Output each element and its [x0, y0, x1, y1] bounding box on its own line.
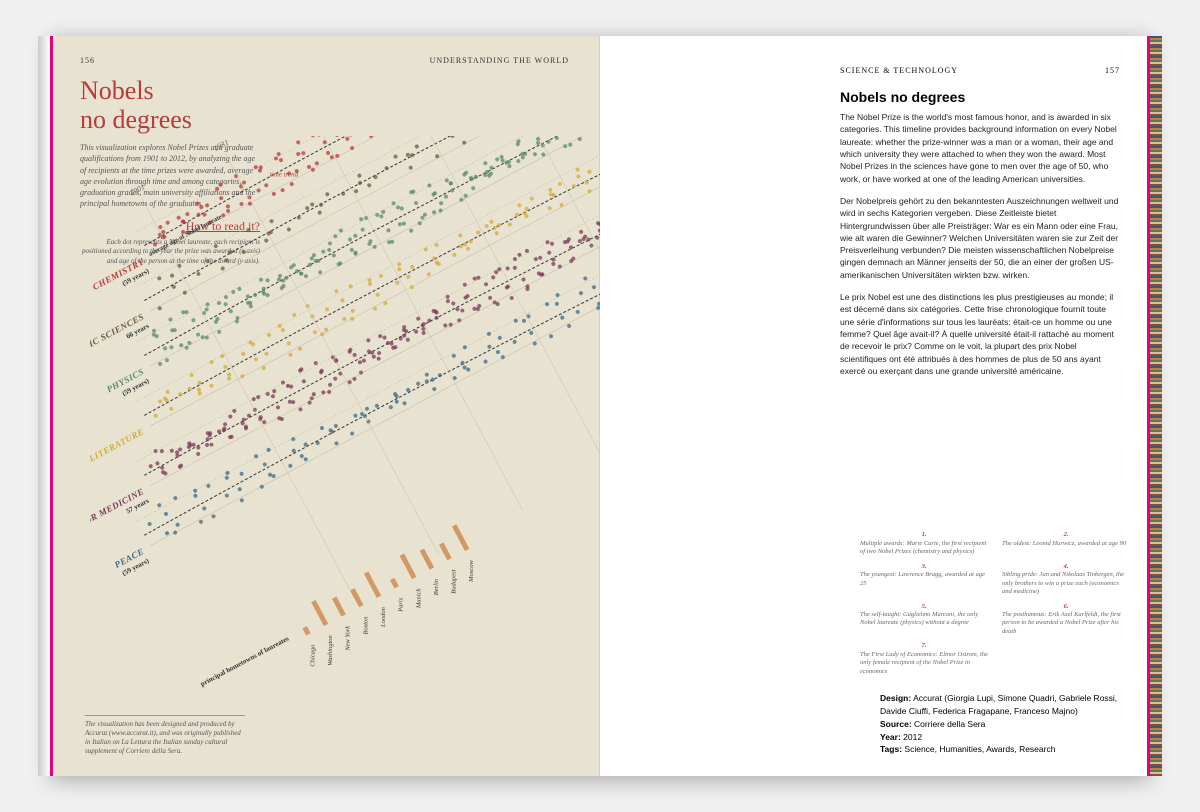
- svg-text:Paris: Paris: [398, 597, 405, 613]
- svg-text:Budapest: Budapest: [451, 569, 458, 593]
- article-title: Nobels no degrees: [840, 89, 1120, 105]
- svg-text:Moscow: Moscow: [468, 560, 475, 583]
- title-line2: no degrees: [80, 106, 569, 135]
- right-section-label: SCIENCE & TECHNOLOGY: [840, 66, 958, 75]
- svg-text:57 years: 57 years: [125, 497, 151, 516]
- left-section-label: UNDERSTANDING THE WORLD: [430, 56, 569, 65]
- article-column: SCIENCE & TECHNOLOGY 157 Nobels no degre…: [840, 56, 1120, 756]
- svg-text:time trend: time trend: [270, 170, 299, 178]
- svg-text:Chicago: Chicago: [309, 644, 316, 667]
- svg-text:(59 years): (59 years): [121, 556, 151, 577]
- svg-text:Washington: Washington: [327, 635, 334, 665]
- svg-text:PHYSICS: PHYSICS: [105, 366, 146, 394]
- article-de: Der Nobelpreis gehört zu den bekannteste…: [840, 195, 1120, 281]
- svg-text:London: London: [380, 607, 387, 628]
- how-to-read-body: Each dot represents a Nobel laureate, ea…: [80, 238, 260, 265]
- right-page: 1.Multiple awards: Marie Curie, the firs…: [600, 36, 1150, 776]
- left-header: 156 UNDERSTANDING THE WORLD: [80, 56, 569, 65]
- intro-paragraph: This visualization explores Nobel Prizes…: [80, 142, 260, 209]
- page-edge-right: [1150, 36, 1162, 776]
- svg-text:principal hometowns of laureat: principal hometowns of laureates: [199, 634, 290, 688]
- right-header: SCIENCE & TECHNOLOGY 157: [840, 66, 1120, 75]
- left-page-number: 156: [80, 56, 95, 65]
- title-block: Nobels no degrees: [80, 77, 569, 134]
- svg-text:66 years: 66 years: [125, 322, 151, 341]
- svg-text:Boston: Boston: [362, 616, 369, 634]
- svg-text:(59 years): (59 years): [121, 267, 151, 288]
- left-page: 156 UNDERSTANDING THE WORLD Nobels no de…: [50, 36, 600, 776]
- svg-text:ECONOMIC SCIENCES: ECONOMIC SCIENCES: [90, 311, 146, 369]
- title-line1: Nobels: [80, 77, 569, 106]
- svg-text:LITERATURE: LITERATURE: [90, 426, 146, 464]
- svg-text:PEACE: PEACE: [113, 546, 146, 570]
- svg-text:Berlin: Berlin: [433, 579, 440, 595]
- page-edge-left: [38, 36, 50, 776]
- svg-text:Munich: Munich: [415, 588, 422, 609]
- credits-footer: The visualization has been designed and …: [85, 715, 245, 756]
- how-to-read-heading: How to read it?: [80, 219, 260, 234]
- svg-text:PHYSIOLOGY OR MEDICINE: PHYSIOLOGY OR MEDICINE: [90, 486, 146, 556]
- accent-bar-left: [50, 36, 53, 776]
- svg-text:New York: New York: [345, 626, 352, 652]
- article-fr: Le prix Nobel est une des distinctions l…: [840, 291, 1120, 377]
- book-spread: 156 UNDERSTANDING THE WORLD Nobels no de…: [50, 36, 1150, 776]
- svg-text:(59 years): (59 years): [121, 377, 151, 398]
- right-page-number: 157: [1105, 66, 1120, 75]
- article-en: The Nobel Prize is the world's most famo…: [840, 111, 1120, 185]
- accent-bar-right: [1147, 36, 1150, 776]
